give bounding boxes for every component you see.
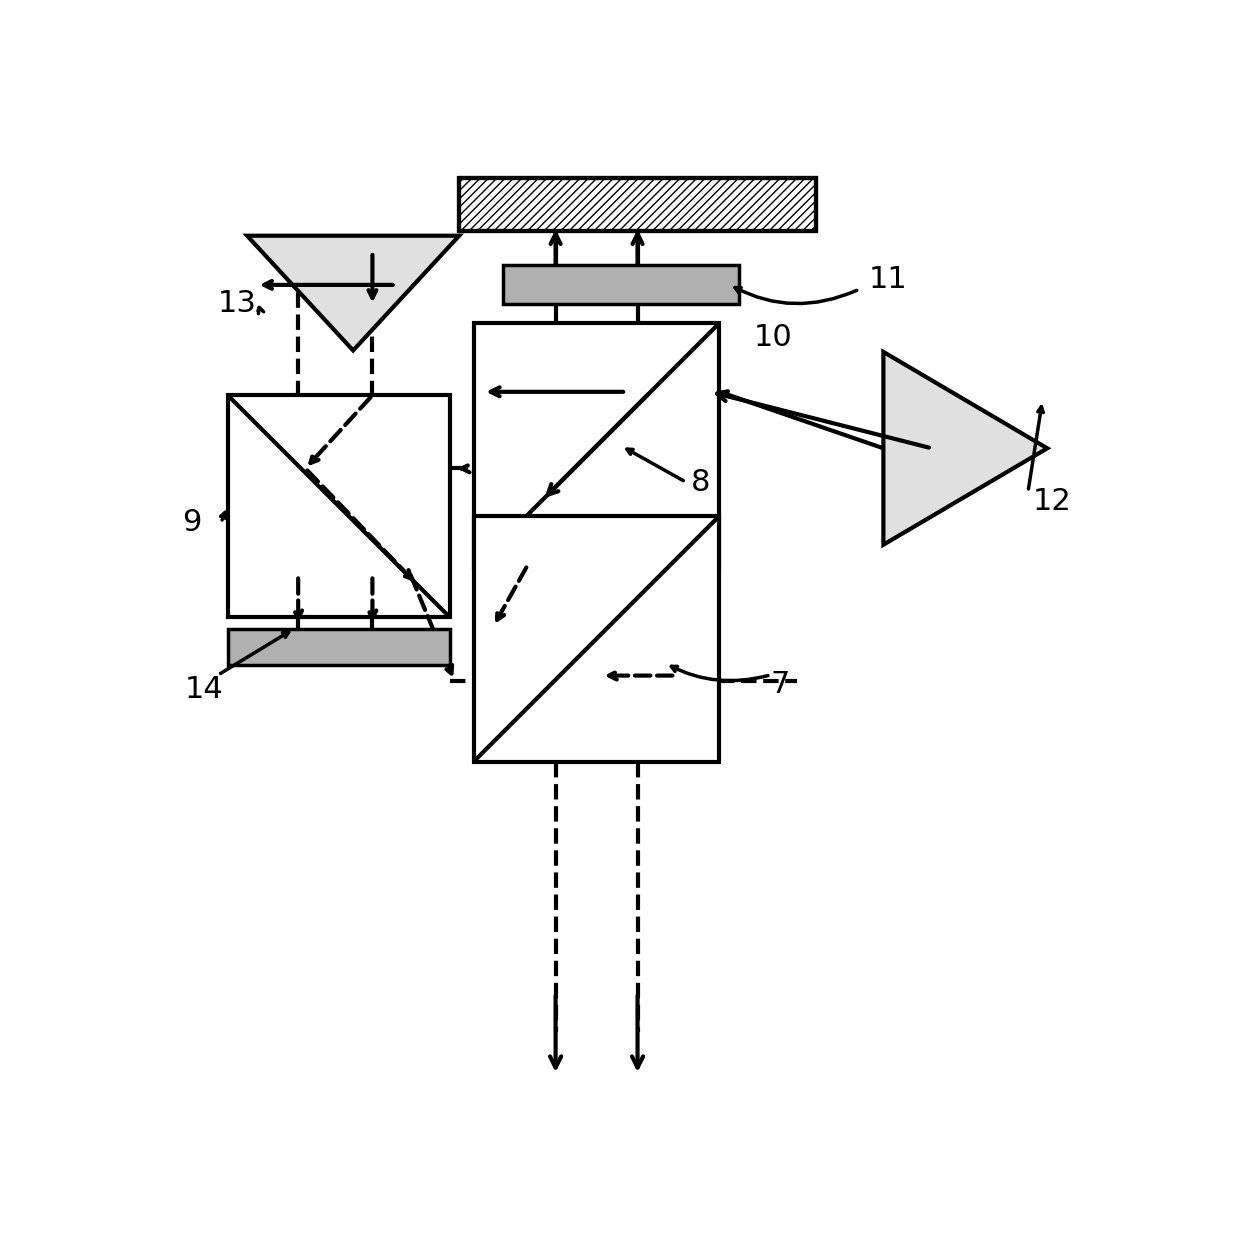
Bar bbox=[459, 179, 816, 232]
Bar bbox=[474, 323, 719, 568]
Text: 14: 14 bbox=[184, 675, 223, 704]
Text: 8: 8 bbox=[690, 467, 710, 496]
Bar bbox=[228, 396, 449, 617]
Text: 7: 7 bbox=[770, 670, 790, 699]
Text: 11: 11 bbox=[868, 265, 908, 294]
Bar bbox=[474, 515, 719, 761]
Bar bbox=[228, 629, 449, 665]
Polygon shape bbox=[883, 352, 1047, 544]
Text: 10: 10 bbox=[754, 323, 792, 352]
Text: 12: 12 bbox=[1033, 486, 1071, 515]
Bar bbox=[503, 265, 739, 304]
Bar bbox=[459, 179, 816, 232]
Text: 9: 9 bbox=[183, 508, 202, 537]
Text: 13: 13 bbox=[218, 290, 258, 319]
Polygon shape bbox=[248, 236, 459, 350]
